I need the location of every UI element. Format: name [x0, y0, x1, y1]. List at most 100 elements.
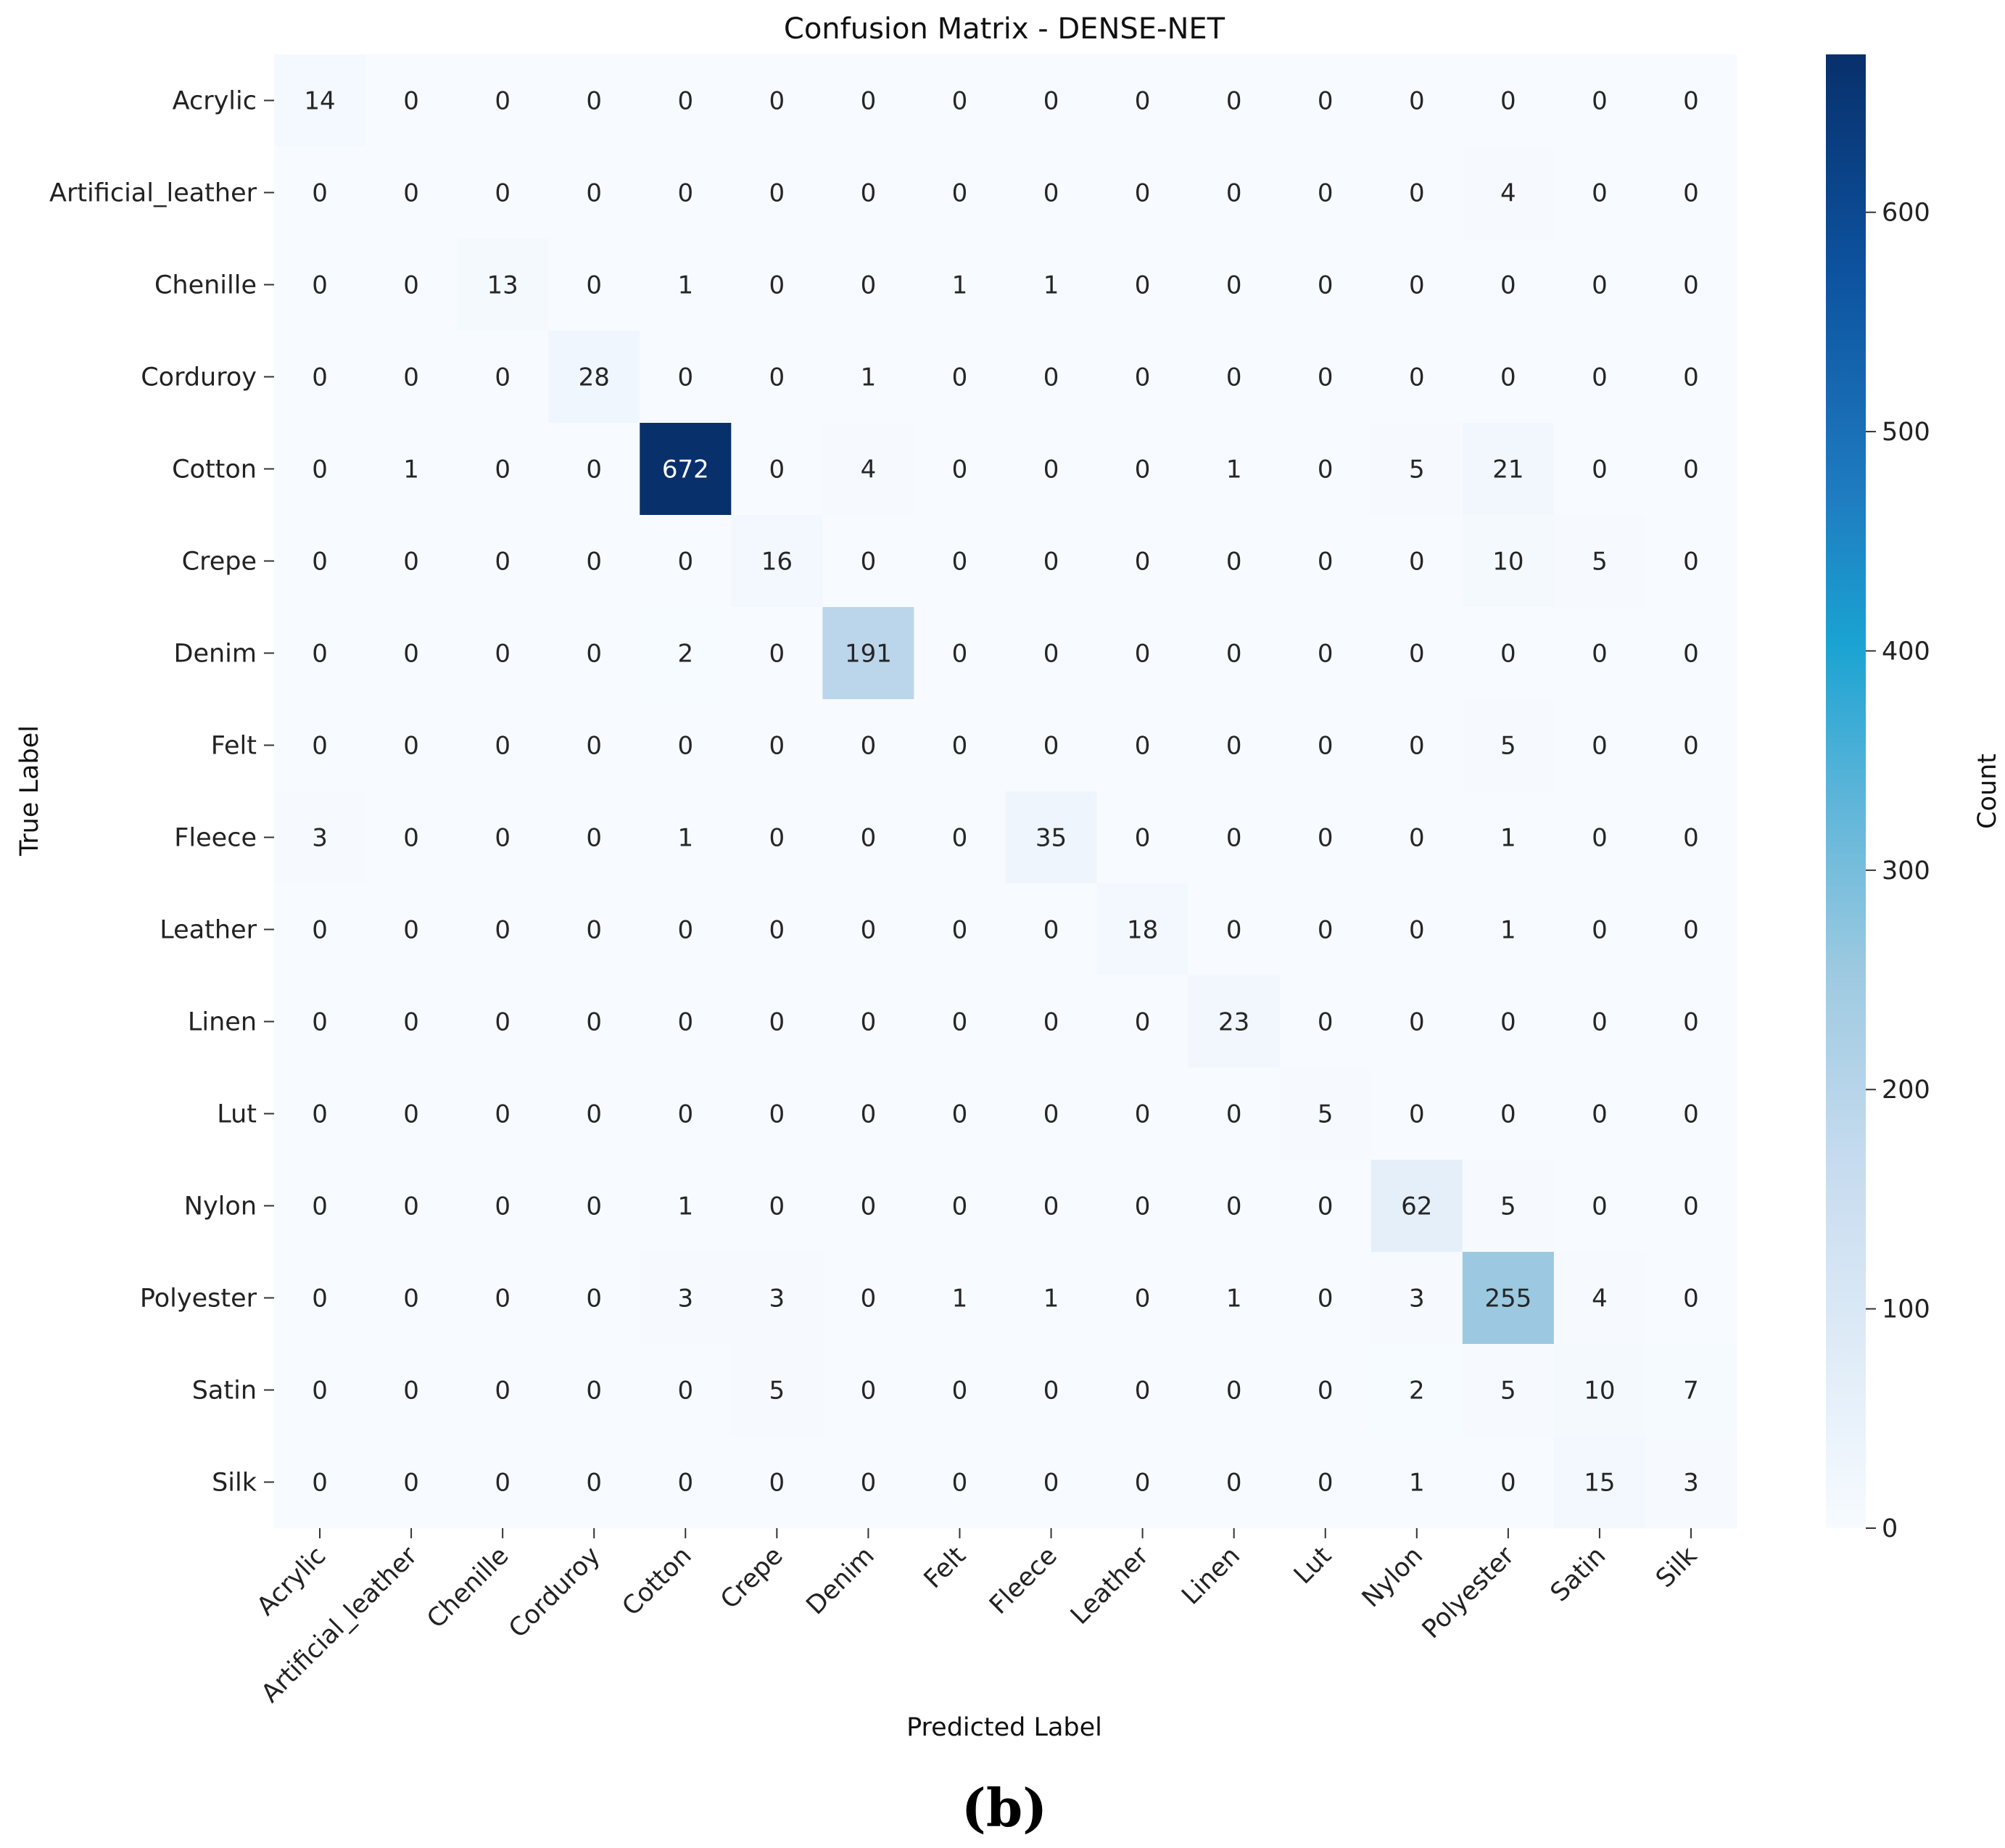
- cell-value-label: 0: [861, 271, 877, 300]
- heatmap-cell: [914, 1344, 1006, 1437]
- heatmap-cell: [1188, 1068, 1281, 1160]
- cell-value-label: 0: [861, 1100, 877, 1129]
- cell-value-label: 0: [1226, 1192, 1242, 1221]
- heatmap-cell: [640, 1436, 732, 1529]
- cell-value-label: 0: [1409, 1008, 1425, 1037]
- cell-value-label: 0: [769, 179, 785, 208]
- cell-value-label: 0: [586, 1469, 602, 1498]
- cell-value-label: 0: [769, 824, 785, 853]
- cell-value-label: 0: [769, 1100, 785, 1129]
- y-tick-label: Corduroy: [141, 363, 257, 392]
- heatmap-cell: [1371, 975, 1463, 1068]
- heatmap-cell: [457, 239, 549, 331]
- cell-value-label: 0: [1226, 179, 1242, 208]
- heatmap-cell: [1279, 147, 1372, 239]
- cell-value-label: 21: [1492, 455, 1524, 484]
- cell-value-label: 0: [403, 640, 419, 669]
- heatmap-cell: [822, 1252, 914, 1345]
- cell-value-label: 0: [403, 1192, 419, 1221]
- heatmap-cell: [1645, 147, 1737, 239]
- heatmap-cell: [1553, 239, 1646, 331]
- cell-value-label: 0: [586, 1008, 602, 1037]
- cell-value-label: 0: [1226, 271, 1242, 300]
- cell-value-label: 0: [403, 1100, 419, 1129]
- heatmap-cell: [1371, 1344, 1463, 1437]
- heatmap-cell: [1462, 1344, 1555, 1437]
- cell-value-label: 0: [586, 1284, 602, 1313]
- cell-value-label: 0: [1683, 179, 1699, 208]
- colorbar-tick-label: 400: [1882, 637, 1930, 666]
- cell-value-label: 0: [952, 824, 968, 853]
- heatmap-cell: [914, 239, 1006, 331]
- cell-value-label: 0: [677, 732, 693, 761]
- heatmap-cell: [1462, 607, 1555, 700]
- y-tick-label: Cotton: [172, 455, 257, 484]
- cell-value-label: 0: [403, 732, 419, 761]
- heatmap-cell: [1096, 1068, 1189, 1160]
- heatmap-cell: [365, 239, 458, 331]
- cell-value-label: 0: [1318, 1377, 1334, 1406]
- heatmap-cell: [822, 1160, 914, 1253]
- heatmap-cell: [365, 331, 458, 424]
- heatmap-cell: [1553, 515, 1646, 608]
- heatmap-cell: [1462, 147, 1555, 239]
- cell-value-label: 15: [1584, 1469, 1615, 1498]
- cell-value-label: 0: [312, 640, 328, 669]
- cell-value-label: 0: [495, 640, 510, 669]
- cell-value-label: 0: [586, 455, 602, 484]
- heatmap-cell: [1096, 54, 1189, 147]
- cell-value-label: 0: [952, 1192, 968, 1221]
- heatmap-cell: [1279, 1160, 1372, 1253]
- heatmap-cell: [1553, 54, 1646, 147]
- cell-value-label: 0: [1226, 916, 1242, 945]
- heatmap-cell: [1005, 1436, 1098, 1529]
- cell-value-label: 1: [403, 455, 419, 484]
- cell-value-label: 0: [1135, 271, 1151, 300]
- colorbar-tick-label: 200: [1882, 1076, 1930, 1105]
- cell-value-label: 0: [495, 824, 510, 853]
- heatmap-cell: [1188, 239, 1281, 331]
- heatmap-cell: [457, 975, 549, 1068]
- heatmap-cell: [548, 883, 640, 976]
- x-axis-label: Predicted Label: [906, 1713, 1102, 1742]
- heatmap-cell: [731, 607, 823, 700]
- heatmap-cell: [731, 699, 823, 792]
- heatmap-cell: [1096, 975, 1189, 1068]
- y-tick-label: Denim: [174, 640, 257, 669]
- heatmap-cell: [822, 515, 914, 608]
- cell-value-label: 1: [677, 271, 693, 300]
- heatmap-cell: [822, 331, 914, 424]
- heatmap-cell: [1279, 515, 1372, 608]
- cell-value-label: 0: [1592, 916, 1608, 945]
- cell-value-label: 16: [761, 548, 793, 577]
- y-tick-label: Artificial_leather: [49, 179, 257, 208]
- colorbar-label: Count: [1973, 754, 2002, 829]
- heatmap-cell: [914, 1252, 1006, 1345]
- heatmap-cell: [1279, 239, 1372, 331]
- heatmap-cell: [365, 1160, 458, 1253]
- heatmap-cell: [1096, 147, 1189, 239]
- heatmap-cell: [1279, 791, 1372, 884]
- heatmap-cell: [365, 1344, 458, 1437]
- cell-value-label: 0: [403, 824, 419, 853]
- cell-value-label: 0: [495, 363, 510, 392]
- heatmap-cell: [1553, 1160, 1646, 1253]
- heatmap-cell: [640, 515, 732, 608]
- cell-value-label: 0: [952, 363, 968, 392]
- cell-value-label: 0: [312, 1377, 328, 1406]
- heatmap-cell: [1553, 975, 1646, 1068]
- heatmap-cell: [1645, 607, 1737, 700]
- cell-value-label: 0: [1500, 1008, 1516, 1037]
- heatmap-cell: [1096, 1160, 1189, 1253]
- heatmap-cell: [1462, 1160, 1555, 1253]
- heatmap-cell: [365, 147, 458, 239]
- heatmap-cell: [1553, 331, 1646, 424]
- cell-value-label: 0: [1318, 916, 1334, 945]
- cell-value-label: 0: [1592, 732, 1608, 761]
- y-tick-label: Linen: [188, 1008, 257, 1037]
- y-tick-label: Fleece: [174, 824, 257, 853]
- heatmap-cell: [1371, 423, 1463, 516]
- cell-value-label: 0: [861, 1469, 877, 1498]
- heatmap-cell: [548, 1160, 640, 1253]
- cell-value-label: 0: [586, 916, 602, 945]
